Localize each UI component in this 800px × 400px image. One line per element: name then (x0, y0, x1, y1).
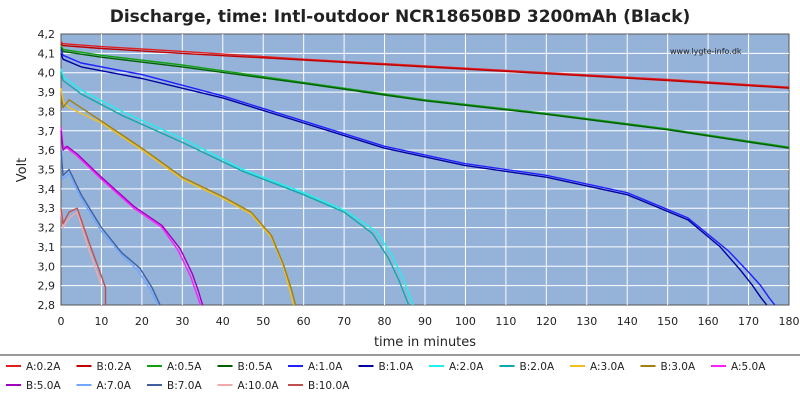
x-tick-label: 150 (657, 315, 678, 328)
legend-label: B:2.0A (520, 361, 555, 373)
legend-label: A:0.5A (167, 361, 202, 373)
legend-label: B:10.0A (308, 380, 350, 392)
legend-label: A:10.0A (238, 380, 280, 392)
legend: A:0.2A B:0.2A A:0.5A B:0.5A A:1.0A B:1.0A A:2.… (6, 361, 766, 392)
y-tick-label: 3,1 (38, 241, 56, 254)
y-tick-label: 3,5 (38, 164, 56, 177)
y-axis-ticks: 2,8 2,9 3,0 3,1 3,2 3,3 3,4 3,5 3,6 3,7 3,8 3,9 4,0 4… (38, 28, 56, 312)
series-line (60, 211, 103, 286)
series-line (60, 72, 410, 306)
x-tick-label: 10 (94, 315, 108, 328)
x-tick-label: 30 (175, 315, 189, 328)
x-tick-label: 100 (455, 315, 476, 328)
series-line (60, 45, 790, 148)
x-tick-label: 170 (738, 315, 759, 328)
y-tick-label: 2,9 (38, 280, 56, 293)
series-line (60, 153, 159, 306)
legend-label: B:3.0A (661, 361, 696, 373)
legend-label: B:0.5A (238, 361, 273, 373)
x-tick-label: 90 (418, 315, 432, 328)
x-tick-label: 140 (617, 315, 638, 328)
y-tick-label: 3,2 (38, 222, 56, 235)
watermark: www.lygte-info.dk (670, 47, 742, 56)
series-line (60, 53, 768, 306)
legend-label: A:2.0A (449, 361, 484, 373)
series-line (60, 49, 776, 306)
y-tick-label: 3,3 (38, 202, 56, 215)
x-tick-label: 40 (216, 315, 230, 328)
legend-label: A:7.0A (97, 380, 132, 392)
y-tick-label: 3,4 (38, 183, 56, 196)
chart-title: Discharge, time: Intl-outdoor NCR18650BD… (110, 7, 691, 27)
series-line (60, 68, 414, 306)
legend-label: B:0.2A (97, 361, 132, 373)
x-tick-label: 0 (58, 315, 65, 328)
y-tick-label: 3,6 (38, 144, 56, 157)
legend-label: B:5.0A (26, 380, 61, 392)
series-line (60, 130, 204, 306)
y-tick-label: 2,8 (38, 299, 56, 312)
series-line (60, 207, 107, 305)
x-tick-label: 80 (378, 315, 392, 328)
legend-label: A:3.0A (590, 361, 625, 373)
y-tick-label: 3,7 (38, 125, 56, 138)
x-tick-label: 180 (779, 315, 800, 328)
y-axis-title: Volt (15, 158, 30, 183)
y-tick-label: 3,0 (38, 260, 56, 273)
series-line (60, 47, 790, 149)
x-tick-label: 50 (256, 315, 270, 328)
x-tick-label: 60 (297, 315, 311, 328)
y-tick-label: 4,0 (38, 67, 56, 80)
series-line (60, 95, 297, 306)
y-tick-label: 4,2 (38, 28, 56, 41)
series-lines (60, 41, 790, 306)
series-line (60, 43, 790, 89)
legend-label: A:5.0A (731, 361, 766, 373)
legend-label: A:1.0A (308, 361, 343, 373)
x-tick-label: 20 (135, 315, 149, 328)
series-line (60, 150, 161, 306)
legend-label: A:0.2A (26, 361, 61, 373)
y-tick-label: 3,8 (38, 105, 56, 118)
x-axis-ticks: 0 10 20 30 40 50 60 70 80 90 100 110 120 130 140 150 160… (58, 315, 800, 328)
grid (61, 34, 789, 305)
series-line (60, 41, 790, 88)
x-axis-title: time in minutes (374, 335, 476, 350)
x-tick-label: 70 (337, 315, 351, 328)
x-tick-label: 160 (698, 315, 719, 328)
legend-label: B:7.0A (167, 380, 202, 392)
x-tick-label: 120 (536, 315, 557, 328)
x-tick-label: 130 (576, 315, 597, 328)
x-tick-label: 110 (495, 315, 516, 328)
y-tick-label: 3,9 (38, 86, 56, 99)
series-line (60, 88, 295, 306)
y-tick-label: 4,1 (38, 47, 56, 60)
legend-label: B:1.0A (379, 361, 414, 373)
